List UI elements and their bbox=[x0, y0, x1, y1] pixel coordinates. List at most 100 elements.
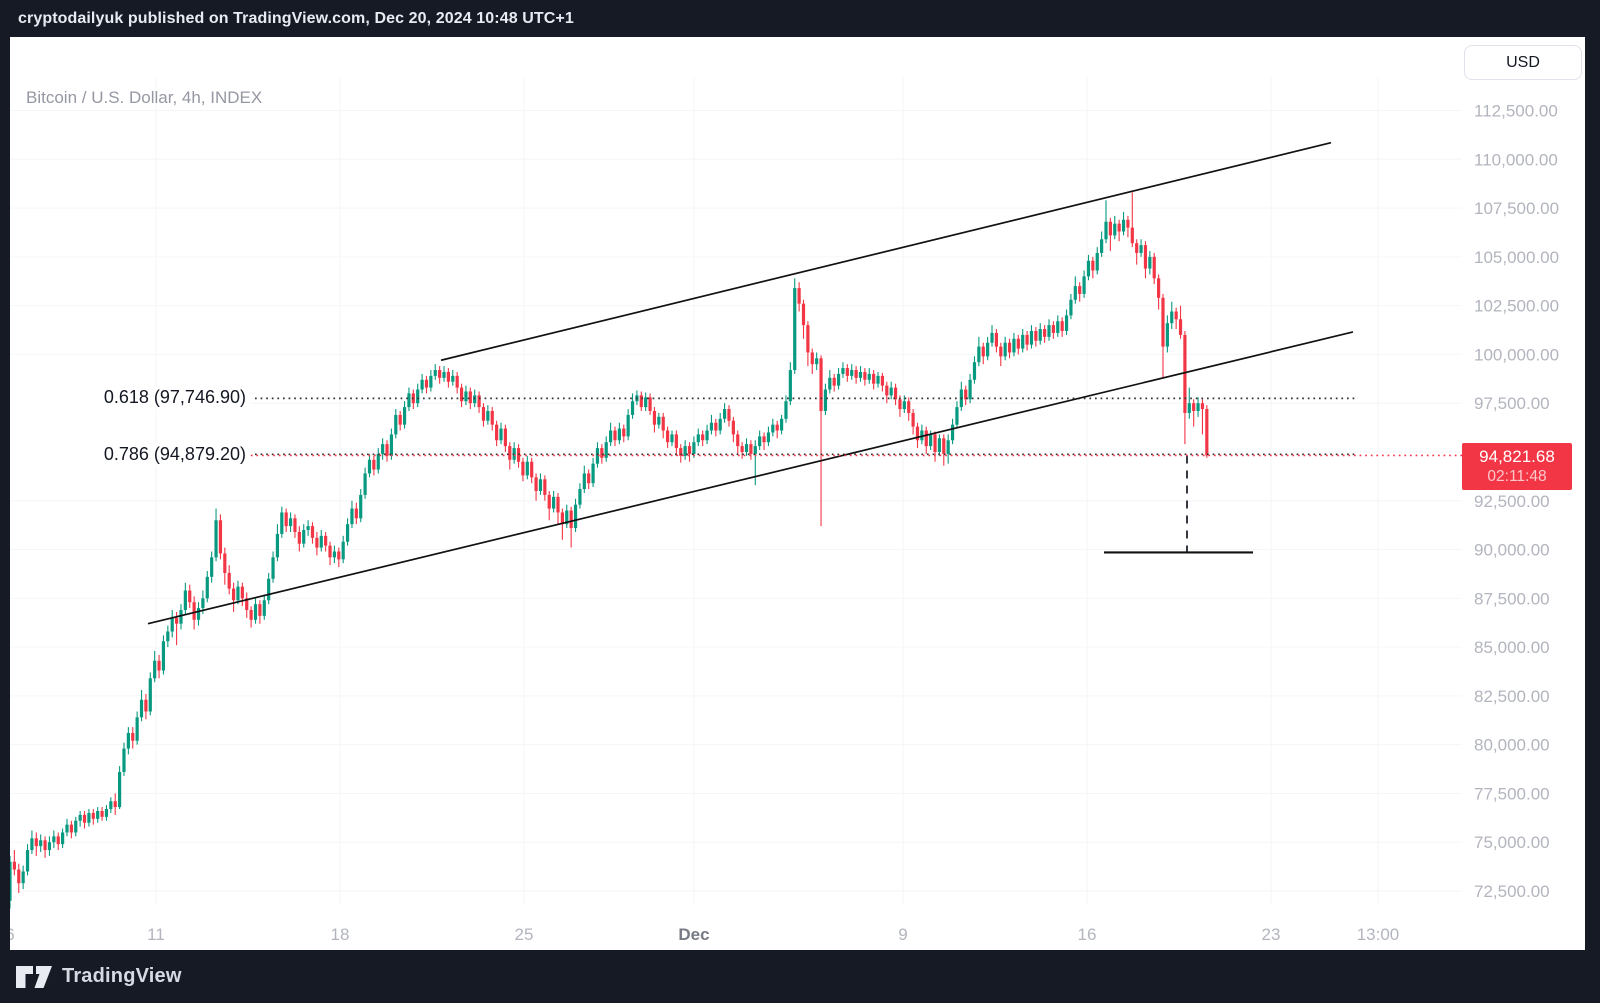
candle-body bbox=[762, 436, 766, 443]
candle-body bbox=[1051, 325, 1055, 333]
footer-bar: TradingView bbox=[0, 950, 1600, 1003]
candle-body bbox=[240, 586, 244, 599]
candle-body bbox=[464, 391, 468, 402]
candle-body bbox=[990, 332, 994, 343]
candle-body bbox=[692, 442, 696, 454]
candle-body bbox=[1200, 403, 1205, 410]
candle-body bbox=[929, 434, 933, 447]
candle-body bbox=[468, 391, 472, 404]
candle-body bbox=[381, 444, 385, 454]
candle-body bbox=[1038, 329, 1042, 341]
candle-body bbox=[810, 352, 814, 365]
footer-brand: TradingView bbox=[62, 965, 182, 987]
candle-body bbox=[937, 438, 942, 452]
channel-upper bbox=[440, 141, 1332, 362]
candle-body bbox=[573, 504, 578, 529]
price-axis-labels[interactable]: 112,500.00 110,000.00 107,500.00 105,000.00… bbox=[1474, 102, 1559, 902]
candle-body bbox=[902, 401, 906, 410]
current-price-value: 94,821.68 bbox=[1479, 447, 1555, 467]
trend-lines bbox=[147, 141, 1354, 625]
candle-body bbox=[262, 600, 266, 616]
candle-body bbox=[201, 598, 205, 609]
candle-body bbox=[473, 395, 477, 404]
candle-body bbox=[714, 422, 718, 431]
candle-body bbox=[587, 473, 591, 484]
candle-body bbox=[17, 869, 21, 884]
candle-body bbox=[652, 410, 657, 425]
candle-body bbox=[495, 424, 499, 441]
candle-body bbox=[196, 608, 201, 620]
candle-body bbox=[779, 418, 784, 431]
candle-body bbox=[61, 832, 65, 845]
candle-body bbox=[1007, 342, 1012, 353]
currency-button[interactable]: USD bbox=[1464, 45, 1582, 80]
candle-body bbox=[10, 861, 12, 901]
candle-body bbox=[214, 520, 218, 558]
candle-body bbox=[174, 617, 179, 624]
candle-body bbox=[661, 416, 665, 431]
time-tick-label: Dec bbox=[678, 925, 709, 944]
candle-body bbox=[376, 453, 380, 470]
candle-body bbox=[82, 814, 87, 823]
candle-body bbox=[758, 436, 762, 447]
candle-body bbox=[337, 551, 341, 560]
candle-body bbox=[1170, 311, 1174, 324]
candle-body bbox=[1183, 334, 1187, 413]
candle-body bbox=[872, 373, 876, 384]
candle-body bbox=[850, 370, 854, 376]
fib-levels bbox=[255, 397, 1355, 456]
candle-body bbox=[1060, 321, 1064, 331]
candle-body bbox=[552, 496, 556, 509]
candle-body bbox=[74, 820, 78, 833]
candle-body bbox=[1196, 403, 1200, 411]
candle-body bbox=[438, 370, 442, 378]
candle-body bbox=[1192, 403, 1196, 411]
candle-body bbox=[880, 375, 885, 386]
candle-body bbox=[898, 399, 902, 410]
price-tick-label: 82,500.00 bbox=[1474, 687, 1550, 706]
candle-body bbox=[345, 524, 350, 542]
candle-body bbox=[280, 512, 284, 534]
candle-body bbox=[249, 610, 253, 620]
candle-body bbox=[1108, 221, 1112, 236]
candles[interactable] bbox=[10, 192, 1209, 909]
candle-body bbox=[788, 370, 792, 402]
candle-body bbox=[534, 477, 538, 491]
candle-body bbox=[1174, 311, 1178, 320]
candle-body bbox=[367, 459, 372, 474]
candle-body bbox=[696, 434, 700, 443]
candle-body bbox=[666, 430, 670, 443]
price-tick-label: 107,500.00 bbox=[1474, 199, 1559, 218]
candle-body bbox=[407, 393, 411, 408]
candle-body bbox=[100, 810, 104, 817]
candle-body bbox=[815, 358, 819, 365]
time-axis-labels[interactable]: 6 11 18 25 Dec 9 16 23 13:00 bbox=[10, 925, 1399, 944]
candle-body bbox=[999, 346, 1003, 357]
candle-body bbox=[955, 407, 959, 425]
candle-body bbox=[1130, 227, 1134, 244]
candle-body bbox=[1078, 286, 1082, 294]
fib-level-0618-label[interactable]: 0.618 (97,746.90) bbox=[10, 386, 250, 409]
candlestick-plot[interactable]: 112,500.00 110,000.00 107,500.00 105,000.00… bbox=[10, 37, 1585, 950]
candle-body bbox=[210, 557, 214, 577]
candle-body bbox=[179, 610, 183, 624]
candle-body bbox=[227, 572, 231, 589]
candle-body bbox=[1121, 219, 1126, 232]
candle-body bbox=[964, 389, 968, 400]
candle-body bbox=[731, 420, 735, 435]
candle-body bbox=[135, 717, 139, 741]
candle-body bbox=[836, 373, 841, 386]
candle-body bbox=[972, 362, 977, 380]
candle-body bbox=[306, 526, 310, 531]
candle-body bbox=[315, 537, 319, 548]
candle-body bbox=[648, 397, 652, 411]
fib-level-0786-label[interactable]: 0.786 (94,879.20) bbox=[10, 443, 250, 466]
candle-body bbox=[968, 379, 972, 400]
candle-body bbox=[328, 545, 332, 558]
candle-body bbox=[1029, 330, 1034, 345]
candle-body bbox=[1086, 260, 1091, 277]
price-tick-label: 112,500.00 bbox=[1474, 102, 1558, 121]
candle-body bbox=[446, 371, 450, 382]
candle-body bbox=[617, 428, 621, 441]
price-tick-label: 85,000.00 bbox=[1474, 638, 1550, 657]
